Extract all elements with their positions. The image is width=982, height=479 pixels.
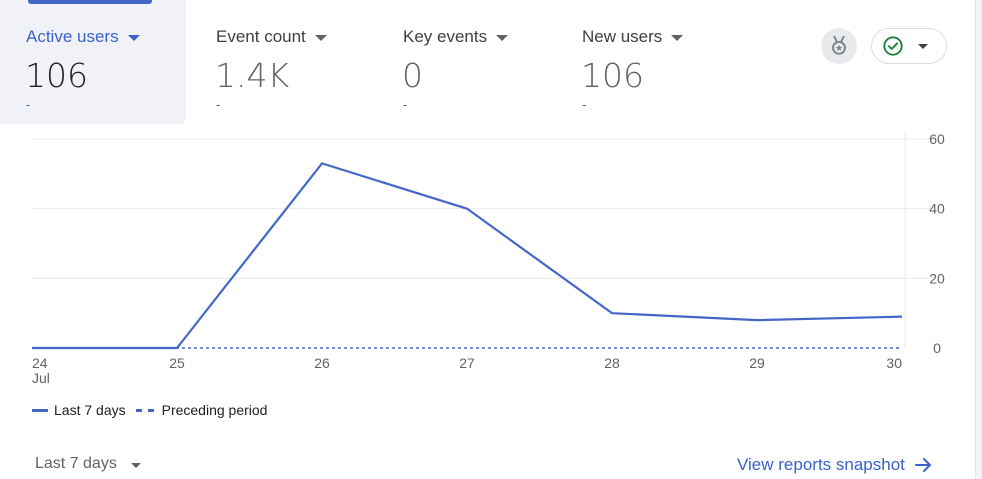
metric-label: Event count (216, 27, 327, 47)
x-tick-label: 24 (32, 355, 48, 371)
metric-change: - (26, 97, 31, 112)
x-tick-label: 27 (459, 355, 475, 371)
date-range-dropdown[interactable]: Last 7 days (35, 455, 141, 473)
x-tick-label: 28 (604, 355, 620, 371)
x-tick-sublabel: Jul (32, 370, 50, 386)
y-tick-label: 60 (929, 131, 945, 147)
metric-value: 0 (402, 56, 423, 95)
metric-value: 1.4K (215, 56, 290, 95)
y-tick-label: 40 (929, 201, 945, 217)
insights-medal-icon (832, 35, 846, 55)
caret-down-icon (127, 35, 140, 41)
metric-change: - (403, 97, 408, 112)
tab-event-count[interactable]: Event count 1.4K - (190, 0, 370, 124)
legend-label-previous: Preceding period (161, 402, 268, 418)
metrics-tabs: Active users 106 - Event count 1.4K - Ke… (0, 0, 975, 124)
x-tick-label: 30 (886, 355, 902, 371)
metric-value: 106 (25, 56, 88, 95)
metric-label-text: Event count (216, 27, 306, 46)
caret-down-icon (496, 35, 509, 41)
legend-dashed-line-icon (135, 408, 154, 412)
tab-new-users[interactable]: New users 106 - (556, 0, 736, 124)
metric-label: Key events (403, 27, 509, 47)
metric-label-text: Active users (26, 27, 119, 46)
status-dropdown-button[interactable] (871, 28, 947, 64)
legend-item-current: Last 7 days (32, 402, 126, 418)
legend-item-previous: Preceding period (135, 402, 268, 418)
legend-solid-line-icon (32, 408, 48, 412)
tab-key-events[interactable]: Key events 0 - (377, 0, 557, 124)
metric-label-text: New users (582, 27, 663, 46)
metric-label-text: Key events (403, 27, 488, 46)
date-range-label: Last 7 days (35, 455, 117, 472)
y-tick-label: 20 (929, 270, 945, 286)
tab-active-users[interactable]: Active users 106 - (0, 0, 186, 124)
insights-button[interactable] (821, 28, 857, 64)
chart-legend: Last 7 days Preceding period (32, 402, 277, 418)
check-circle-icon (883, 36, 903, 56)
caret-down-icon (671, 35, 684, 41)
metric-change: - (582, 97, 587, 112)
view-reports-label: View reports snapshot (737, 455, 905, 474)
x-tick-label: 26 (314, 355, 330, 371)
active-tab-indicator (28, 0, 152, 4)
x-tick-label: 29 (749, 355, 765, 371)
metric-change: - (216, 97, 221, 112)
caret-down-icon (314, 35, 327, 41)
x-tick-label: 25 (169, 355, 185, 371)
arrow-right-icon (914, 458, 931, 472)
metric-label: Active users (26, 27, 140, 47)
legend-label-current: Last 7 days (54, 402, 126, 418)
y-tick-label: 0 (933, 340, 941, 356)
view-reports-snapshot-link[interactable]: View reports snapshot (737, 455, 933, 475)
metric-value: 106 (581, 56, 644, 95)
chevron-down-icon (918, 43, 928, 49)
caret-down-icon (130, 462, 141, 468)
metric-label: New users (582, 27, 684, 47)
series-line-last-7-days (32, 162, 903, 350)
